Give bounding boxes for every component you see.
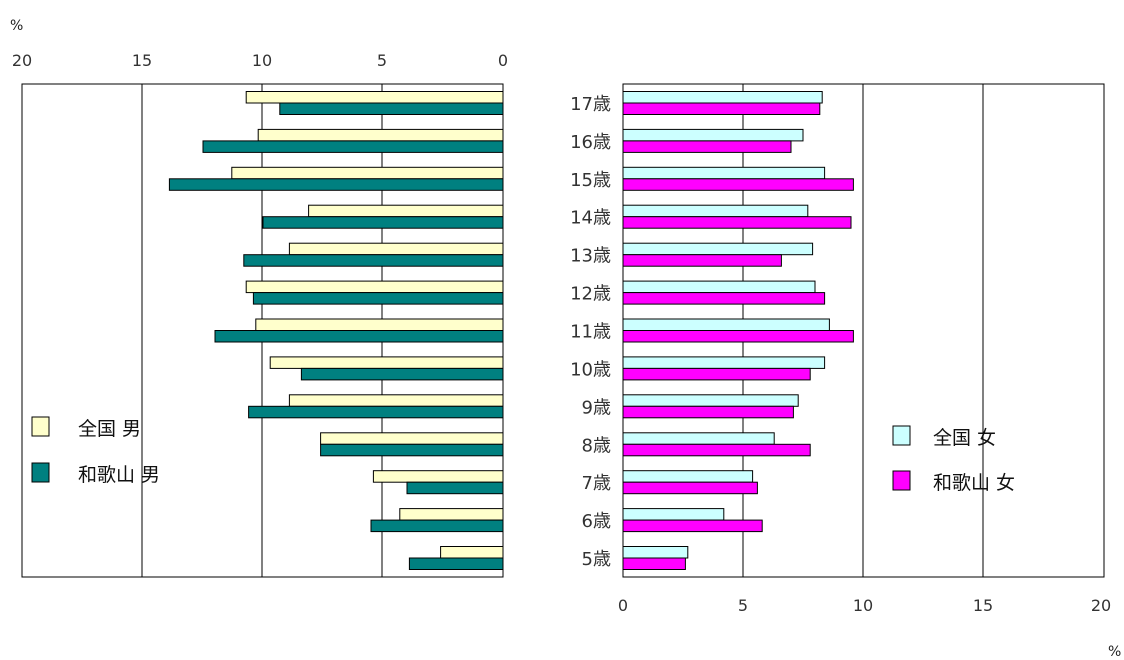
age-label: 11歳 — [570, 322, 611, 343]
bar-wakayama-male — [406, 481, 504, 495]
age-label: 10歳 — [570, 359, 611, 380]
bar-national-female — [622, 204, 809, 218]
bar-wakayama-male — [262, 216, 504, 229]
bar-wakayama-female — [622, 292, 826, 305]
bar-wakayama-female — [622, 254, 782, 267]
legend-label: 和歌山 男 — [78, 464, 160, 486]
bar-wakayama-male — [370, 519, 504, 533]
bar-national-female — [622, 432, 775, 445]
legend-swatch — [892, 425, 911, 446]
left-tick-label: 0 — [498, 51, 508, 70]
bar-national-female — [622, 356, 826, 369]
left-legend: 全国 男 和歌山 男 — [31, 416, 160, 486]
bar-wakayama-female — [622, 557, 686, 570]
legend-swatch — [31, 462, 50, 483]
legend-swatch — [31, 416, 50, 437]
bar-wakayama-female — [622, 216, 852, 229]
right-tick-label: 0 — [618, 596, 628, 615]
bar-national-male — [308, 204, 504, 218]
bar-wakayama-female — [622, 140, 792, 153]
bar-wakayama-male — [320, 443, 504, 457]
bar-national-female — [622, 394, 799, 407]
bar-wakayama-female — [622, 443, 811, 457]
bar-wakayama-female — [622, 481, 758, 495]
bar-national-female — [622, 508, 725, 521]
right-tick-label: 5 — [738, 596, 748, 615]
left-tick-label: 5 — [377, 51, 387, 70]
bar-national-male — [288, 242, 504, 256]
legend-swatch — [892, 470, 911, 491]
bar-national-male — [440, 546, 504, 559]
bar-wakayama-female — [622, 405, 794, 419]
bar-wakayama-male — [243, 254, 504, 267]
age-label: 8歳 — [582, 435, 611, 456]
left-tick-label: 20 — [12, 51, 32, 70]
age-label: 5歳 — [582, 549, 611, 570]
bar-wakayama-female — [622, 102, 821, 115]
bar-national-male — [288, 394, 504, 407]
bar-national-male — [255, 318, 504, 331]
bar-national-male — [372, 470, 504, 483]
bar-national-female — [622, 546, 689, 559]
bar-wakayama-female — [622, 519, 763, 533]
age-label: 12歳 — [570, 284, 611, 305]
left-tick-labels: 20 15 10 5 0 — [12, 51, 508, 70]
legend-label: 全国 男 — [78, 418, 141, 440]
right-tick-labels: 0 5 10 15 20 — [618, 596, 1111, 615]
bar-wakayama-male — [202, 140, 504, 153]
bar-national-female — [622, 128, 804, 142]
bar-national-male — [269, 356, 504, 369]
bar-national-male — [245, 280, 504, 294]
bar-wakayama-male — [168, 178, 504, 191]
age-label: 9歳 — [582, 397, 611, 418]
age-labels: 5歳 6歳 7歳 8歳 9歳 10歳 11歳 12歳 13歳 14歳 15歳 16歳 17歳 — [570, 94, 611, 570]
legend-label: 和歌山 女 — [933, 472, 1015, 494]
bar-wakayama-male — [214, 330, 504, 343]
bar-wakayama-female — [622, 178, 854, 191]
bar-national-male — [399, 508, 504, 521]
left-unit-label: % — [10, 18, 23, 34]
bar-national-female — [622, 280, 816, 294]
right-tick-label: 15 — [973, 596, 993, 615]
bar-national-male — [257, 128, 504, 142]
bar-national-female — [622, 470, 754, 483]
age-label: 7歳 — [582, 473, 611, 494]
age-label: 6歳 — [582, 511, 611, 532]
bar-wakayama-male — [279, 102, 504, 115]
age-label: 13歳 — [570, 246, 611, 267]
bar-wakayama-male — [248, 405, 504, 419]
bar-wakayama-male — [408, 557, 504, 570]
age-label: 16歳 — [570, 132, 611, 153]
bar-national-female — [622, 242, 814, 256]
bar-national-female — [622, 318, 830, 331]
bar-wakayama-male — [252, 292, 504, 305]
bar-wakayama-female — [622, 367, 811, 381]
bar-national-male — [320, 432, 504, 445]
right-unit-label: % — [1108, 644, 1121, 660]
right-tick-label: 20 — [1091, 596, 1111, 615]
right-tick-label: 10 — [853, 596, 873, 615]
bar-national-male — [245, 91, 504, 104]
bar-national-male — [231, 166, 504, 180]
bars-layer — [168, 91, 854, 570]
bar-national-female — [622, 166, 826, 180]
left-tick-label: 10 — [252, 51, 272, 70]
legend-label: 全国 女 — [933, 427, 996, 449]
bar-wakayama-male — [300, 367, 504, 381]
bar-wakayama-female — [622, 330, 854, 343]
age-label: 17歳 — [570, 94, 611, 115]
right-legend: 全国 女 和歌山 女 — [892, 425, 1015, 494]
left-tick-label: 15 — [132, 51, 152, 70]
age-label: 14歳 — [570, 208, 611, 229]
age-label: 15歳 — [570, 170, 611, 191]
bar-national-female — [622, 91, 823, 104]
